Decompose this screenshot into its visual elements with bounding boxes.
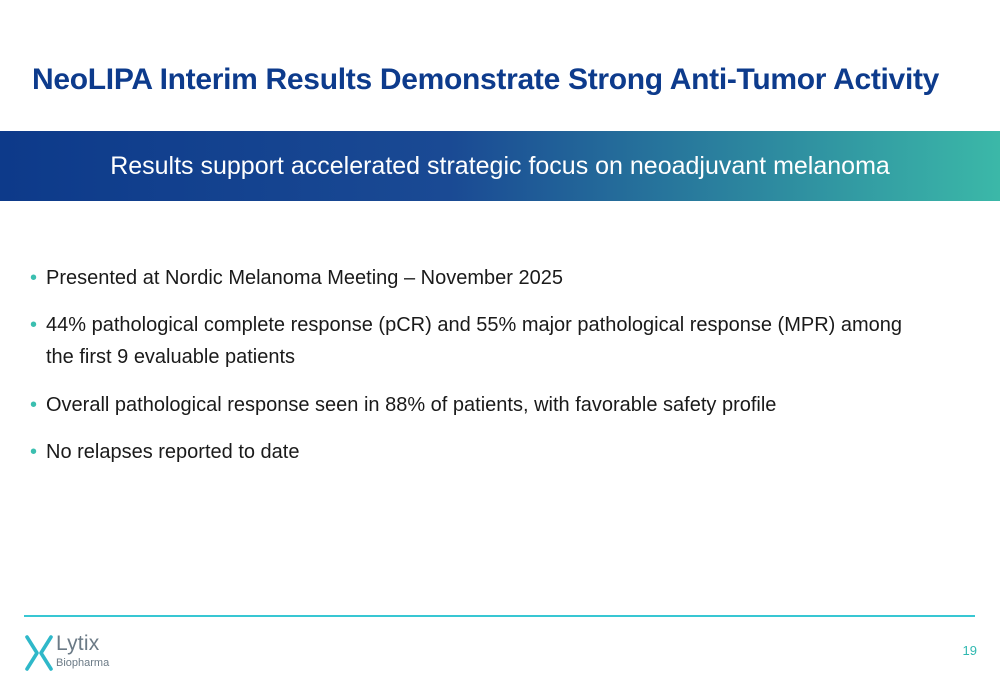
company-logo: Lytix Biopharma <box>24 631 134 675</box>
bullet-dot-icon: • <box>30 394 38 416</box>
bullet-item: • No relapses reported to date <box>30 436 930 468</box>
bullet-text: No relapses reported to date <box>46 441 300 463</box>
bullet-text: Overall pathological response seen in 88… <box>46 394 777 416</box>
logo-name: Lytix <box>56 632 100 655</box>
bullet-text: Presented at Nordic Melanoma Meeting – N… <box>46 267 563 289</box>
bullet-list: • Presented at Nordic Melanoma Meeting –… <box>30 262 930 483</box>
bullet-dot-icon: • <box>30 267 38 289</box>
bullet-item: • Overall pathological response seen in … <box>30 389 930 421</box>
slide-title: NeoLIPA Interim Results Demonstrate Stro… <box>32 63 940 96</box>
bullet-dot-icon: • <box>30 314 38 336</box>
footer-divider <box>24 615 975 617</box>
bullet-dot-icon: • <box>30 441 38 463</box>
bullet-item: • 44% pathological complete response (pC… <box>30 309 930 373</box>
bullet-text: 44% pathological complete response (pCR)… <box>46 314 903 368</box>
page-number: 19 <box>962 643 977 658</box>
summary-banner: Results support accelerated strategic fo… <box>0 131 1000 201</box>
lytix-x-mark-icon <box>25 635 53 671</box>
bullet-item: • Presented at Nordic Melanoma Meeting –… <box>30 262 930 294</box>
banner-text: Results support accelerated strategic fo… <box>110 151 890 180</box>
logo-subtitle: Biopharma <box>56 657 110 669</box>
